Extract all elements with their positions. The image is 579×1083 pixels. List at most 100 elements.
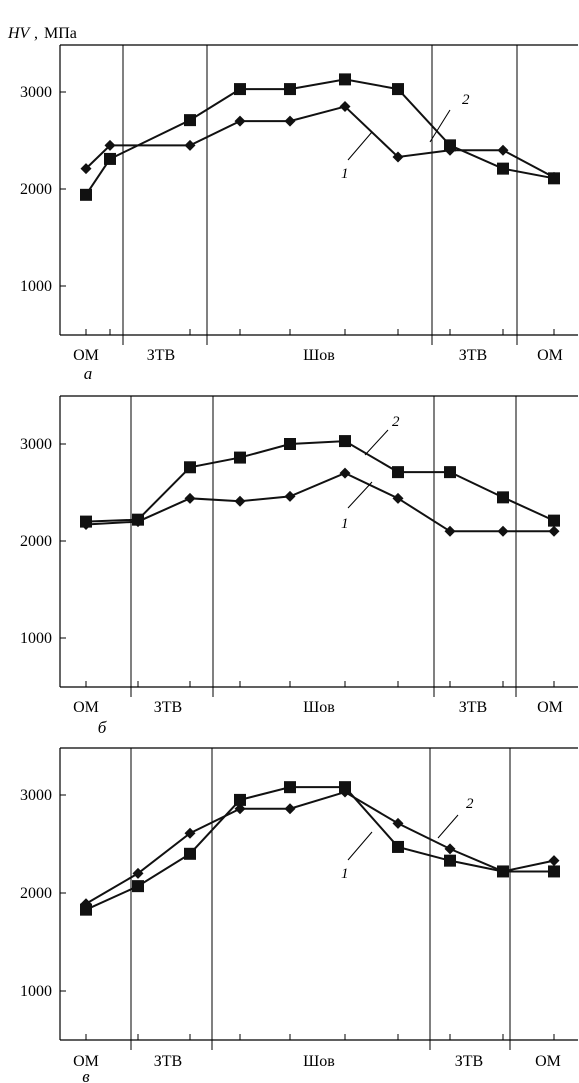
series-1-leader-line <box>347 131 373 161</box>
series-2-square-marker <box>392 840 404 853</box>
x-zone-label: ОМ <box>73 347 99 364</box>
series-1-leader-line <box>347 481 373 509</box>
y-tick-label: 1000 <box>20 630 52 647</box>
y-tick-label: 3000 <box>20 436 52 453</box>
series-2-square-marker <box>104 152 116 165</box>
x-zone-label: Шов <box>303 1053 335 1070</box>
series-1-diamond-marker <box>339 467 351 479</box>
y-tick-label: 3000 <box>20 84 52 101</box>
series-1-diamond-marker <box>80 163 92 175</box>
series-1-line <box>85 790 555 905</box>
y-tick-label: 2000 <box>20 181 52 198</box>
series-1-label: 1 <box>341 516 349 532</box>
series-2-square-marker <box>234 793 246 806</box>
series-1-diamond-marker <box>234 803 246 815</box>
series-2-square-marker <box>132 880 144 893</box>
series-2-square-marker <box>548 514 560 527</box>
series-2-square-marker <box>497 162 509 175</box>
series-2-square-marker <box>339 781 351 794</box>
series-1-diamond-marker <box>392 151 404 163</box>
series-1-diamond-marker <box>234 495 246 507</box>
x-zone-label: ЗТВ <box>455 1053 483 1070</box>
series-1-diamond-marker <box>444 843 456 855</box>
series-1-diamond-marker <box>339 101 351 113</box>
series-1-diamond-marker <box>104 139 116 151</box>
series-2-square-marker <box>234 83 246 96</box>
series-1-diamond-marker <box>184 139 196 151</box>
subfigure-label: а <box>84 364 93 383</box>
series-1-line <box>85 472 554 533</box>
series-1-line <box>85 105 555 179</box>
series-1-diamond-marker <box>184 827 196 839</box>
series-2-leader-line <box>429 109 451 143</box>
subfigure-label: в <box>82 1067 90 1083</box>
series-2-label: 2 <box>466 796 474 812</box>
x-zone-label: ЗТВ <box>154 699 182 716</box>
series-2-square-marker <box>284 781 296 794</box>
series-1-diamond-marker <box>497 144 509 156</box>
y-tick-label: 2000 <box>20 885 52 902</box>
series-1-diamond-marker <box>284 115 296 127</box>
series-2-square-marker <box>234 451 246 464</box>
series-1-diamond-marker <box>132 867 144 879</box>
series-2-square-marker <box>497 865 509 878</box>
series-2-square-marker <box>284 83 296 96</box>
series-2-square-marker <box>339 435 351 448</box>
series-2-square-marker <box>497 491 509 504</box>
series-2-square-marker <box>184 847 196 860</box>
y-axis-title: HV , МПа <box>7 25 77 42</box>
series-2-square-marker <box>184 461 196 474</box>
series-1-label: 1 <box>341 866 349 882</box>
series-2-square-marker <box>80 188 92 201</box>
series-2-square-marker <box>444 854 456 867</box>
y-tick-label: 3000 <box>20 787 52 804</box>
x-zone-label: ОМ <box>537 347 563 364</box>
series-2-square-marker <box>284 438 296 450</box>
chart-panel: 1000 2000 3000 ОМ ЗТВ Шов ЗТВ ОМ б 1 2 <box>20 395 578 737</box>
y-tick-label: 2000 <box>20 533 52 550</box>
subfigure-label: б <box>98 718 107 737</box>
series-2-square-marker <box>444 139 456 152</box>
x-zone-label: ЗТВ <box>459 699 487 716</box>
series-2-square-marker <box>444 466 456 479</box>
x-zone-label: ЗТВ <box>459 347 487 364</box>
y-axis-title-symbol: HV <box>7 25 32 42</box>
series-2-line <box>85 440 555 523</box>
series-2-line <box>85 786 554 911</box>
series-2-square-marker <box>132 513 144 526</box>
series-1-diamond-marker <box>548 855 560 867</box>
series-1-diamond-marker <box>234 115 246 127</box>
y-axis-title-unit: МПа <box>44 25 77 42</box>
series-1-diamond-marker <box>392 817 404 829</box>
series-2-label: 2 <box>392 414 400 430</box>
series-2-line <box>85 78 555 196</box>
x-zone-label: ОМ <box>73 699 99 716</box>
series-1-leader-line <box>347 831 373 861</box>
series-1-diamond-marker <box>548 525 560 537</box>
series-2-square-marker <box>392 83 404 96</box>
series-2-square-marker <box>339 73 351 86</box>
series-2-square-marker <box>392 466 404 479</box>
y-tick-label: 1000 <box>20 983 52 1000</box>
x-zone-label: Шов <box>303 699 335 716</box>
series-2-leader-line <box>364 429 389 456</box>
x-zone-label: ЗТВ <box>154 1053 182 1070</box>
series-1-diamond-marker <box>184 492 196 504</box>
series-2-square-marker <box>80 903 92 916</box>
series-1-diamond-marker <box>284 803 296 815</box>
series-1-diamond-marker <box>284 490 296 502</box>
series-2-square-marker <box>548 172 560 185</box>
series-2-leader-line <box>437 814 459 839</box>
x-zone-label: Шов <box>303 347 335 364</box>
y-tick-label: 1000 <box>20 278 52 295</box>
series-2-square-marker <box>184 114 196 127</box>
series-1-diamond-marker <box>497 525 509 537</box>
series-2-square-marker <box>548 865 560 878</box>
x-zone-label: ЗТВ <box>147 347 175 364</box>
series-1-diamond-marker <box>392 492 404 504</box>
x-zone-label: ОМ <box>537 699 563 716</box>
